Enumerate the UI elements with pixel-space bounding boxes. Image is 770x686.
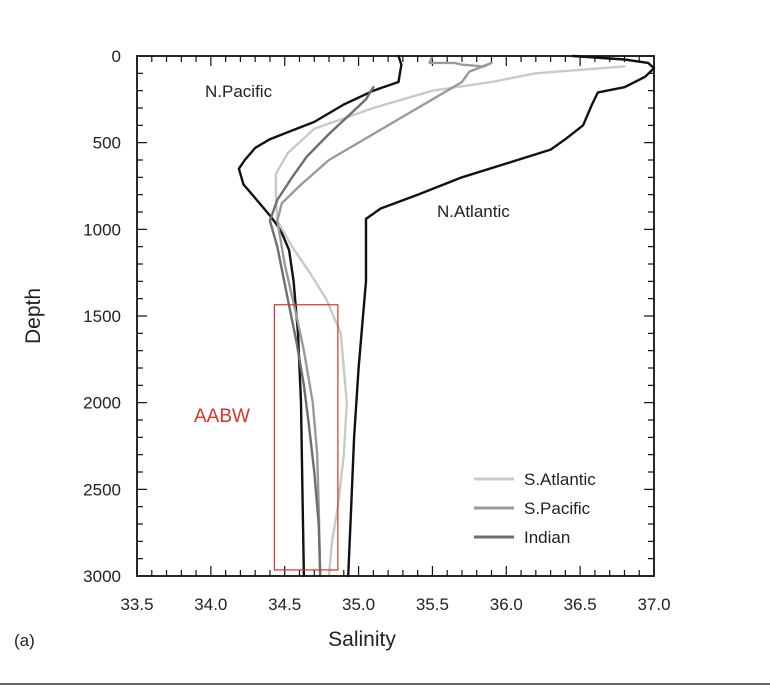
x-tick-label: 36.0 [490, 595, 523, 614]
x-tick-label: 36.5 [564, 595, 597, 614]
y-tick-label: 1000 [83, 220, 121, 239]
x-tick-label: 34.5 [268, 595, 301, 614]
panel-label: (a) [14, 631, 35, 650]
legend-entry: S.Pacific [524, 499, 591, 518]
series-lines [237, 54, 656, 578]
y-axis-title: Depth [22, 288, 45, 344]
aabw-highlight-box [273, 304, 339, 571]
annotation-label: N.Pacific [205, 82, 273, 101]
tick-marks [136, 55, 655, 577]
tick-labels: 33.5 34.0 34.5 35.0 35.5 36.0 36.5 37.0 0 500 1000… [83, 47, 670, 614]
x-axis-title: Salinity [328, 628, 396, 651]
y-tick-label: 2500 [83, 480, 121, 499]
y-tick-label: 2000 [83, 394, 121, 413]
y-tick-label: 0 [112, 47, 121, 66]
x-tick-label: 35.0 [342, 595, 375, 614]
x-tick-label: 33.5 [120, 595, 153, 614]
x-tick-label: 37.0 [637, 595, 670, 614]
legend-entry: S.Atlantic [524, 470, 596, 489]
y-tick-label: 500 [93, 134, 121, 153]
legend-entry: Indian [524, 528, 570, 547]
plot-frame [136, 55, 655, 577]
series-line-indian [268, 85, 375, 578]
x-tick-label: 34.0 [194, 595, 227, 614]
series-line-n-pacific [237, 54, 403, 578]
highlight-box-layer: AABW [194, 304, 339, 571]
legend: S.Atlantic S.Pacific Indian [474, 470, 596, 547]
aabw-label: AABW [194, 406, 250, 427]
annotation-label: N.Atlantic [437, 202, 510, 221]
x-tick-label: 35.5 [416, 595, 449, 614]
y-tick-label: 3000 [83, 567, 121, 586]
y-tick-label: 1500 [83, 307, 121, 326]
annotations: N.Pacific N.Atlantic [205, 82, 510, 221]
series-line-n-atlantic [347, 54, 656, 578]
series-line-s-pacific [276, 54, 493, 578]
